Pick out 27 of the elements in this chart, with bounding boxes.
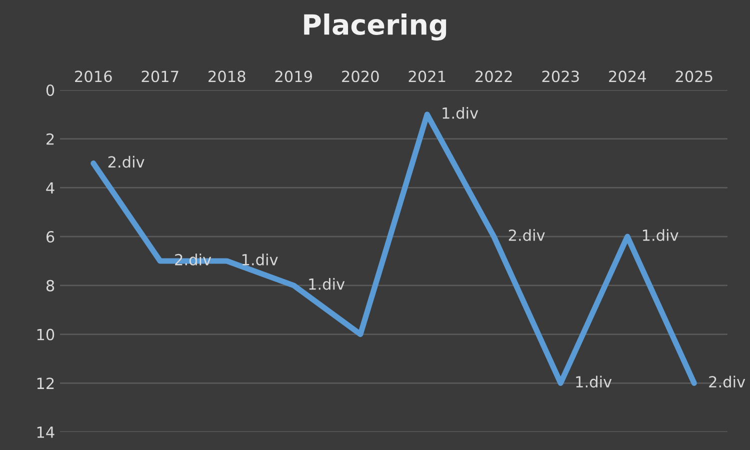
x-tick-label: 2025 <box>676 70 712 82</box>
annotation: 1.div <box>242 254 278 266</box>
y-tick-label: 2 <box>46 133 54 145</box>
annotation: 1.div <box>309 278 345 290</box>
x-tick-label: 2024 <box>609 70 646 82</box>
x-tick-label: 2019 <box>275 70 312 82</box>
x-tick-label: 2016 <box>75 70 112 82</box>
chart-title: Placering <box>304 14 446 41</box>
x-tick-label: 2022 <box>476 70 512 82</box>
y-tick-label: 10 <box>37 328 54 340</box>
x-tick-label: 2023 <box>542 70 579 82</box>
x-tick-label: 2018 <box>208 70 246 82</box>
y-tick-label: 14 <box>37 426 54 438</box>
y-tick-label: 8 <box>46 280 54 292</box>
annotation: 2.div <box>108 156 144 168</box>
annotation: 1.div <box>442 107 478 119</box>
annotation: 2.div <box>709 376 746 388</box>
y-tick-label: 12 <box>37 378 54 389</box>
y-tick-label: 4 <box>46 182 54 194</box>
x-tick-label: 2017 <box>142 70 178 82</box>
annotation: 1.div <box>576 376 612 388</box>
annotation: 2.div <box>508 229 545 242</box>
annotation: 1.div <box>642 229 678 242</box>
x-tick-label: 2020 <box>342 70 379 82</box>
y-tick-label: 0 <box>46 84 54 96</box>
x-tick-label: 2021 <box>408 70 446 82</box>
y-tick-label: 6 <box>46 231 54 243</box>
